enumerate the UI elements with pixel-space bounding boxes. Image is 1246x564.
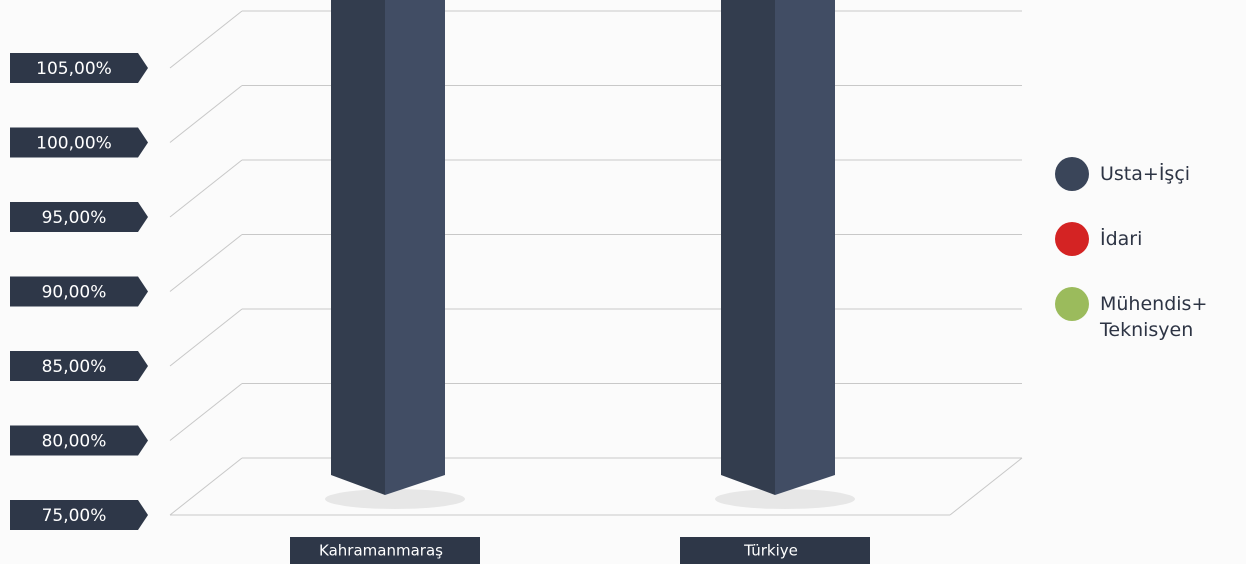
- y-tick-box: [10, 202, 148, 232]
- grid-diagonal: [169, 159, 243, 218]
- y-tick-box: [10, 425, 148, 456]
- x-tick-box: [290, 537, 480, 564]
- y-tick-label: 90,00%: [42, 283, 107, 303]
- y-tick-box: [10, 276, 148, 307]
- legend-label: Mühendis+ Teknisyen: [1100, 293, 1208, 341]
- bar-right-face: [775, 0, 835, 495]
- grid-diagonal: [169, 10, 243, 69]
- y-tick-box: [10, 127, 148, 158]
- y-tick-label: 105,00%: [36, 59, 112, 79]
- x-tick-box: [680, 537, 870, 564]
- y-tick-box: [10, 53, 148, 83]
- bar-right-face: [385, 0, 445, 495]
- x-tick-label: Türkiye: [743, 542, 798, 560]
- grid-diagonal: [169, 85, 243, 143]
- x-tick-label: Kahramanmaraş: [319, 542, 443, 560]
- legend-swatch: [1055, 222, 1089, 256]
- y-tick-box: [10, 351, 148, 381]
- grid-diagonal: [169, 457, 243, 516]
- bar-left-face: [331, 0, 385, 495]
- y-tick-label: 80,00%: [42, 432, 107, 452]
- y-tick-label: 75,00%: [42, 506, 107, 526]
- legend-label: İdari: [1100, 228, 1143, 250]
- y-tick-label: 85,00%: [42, 357, 107, 377]
- grid-diagonal: [169, 308, 243, 367]
- bar-shadow: [715, 489, 855, 509]
- axis-line: [949, 457, 1023, 516]
- y-tick-box: [10, 500, 148, 530]
- grid-diagonal: [169, 383, 243, 441]
- bar-left-face: [721, 0, 775, 495]
- y-tick-label: 95,00%: [42, 208, 107, 228]
- legend-label: Usta+İşçi: [1100, 163, 1191, 185]
- legend-swatch: [1055, 157, 1089, 191]
- y-tick-label: 100,00%: [36, 134, 112, 154]
- legend-swatch: [1055, 287, 1089, 321]
- grid-diagonal: [169, 234, 243, 292]
- bar-shadow: [325, 489, 465, 509]
